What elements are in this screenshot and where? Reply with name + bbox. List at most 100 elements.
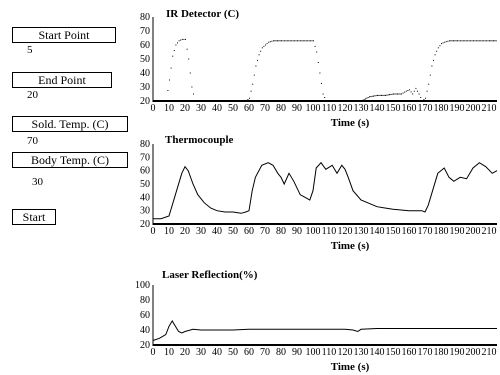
chart1-series-point [202,100,204,102]
chart1-series-point [157,100,159,102]
chart1-series-point [165,100,167,102]
start-point-label: Start Point [12,27,116,43]
chart2-y-tick-label: 20 [140,219,150,230]
chart1-y-tick-label: 70 [140,26,150,37]
sold-temp-value[interactable]: 70 [27,135,38,147]
chart1-series-point [375,95,377,97]
chart3-x-tick-label: 90 [292,347,302,358]
chart1-series-point [428,83,430,85]
chart1-series-point [207,100,209,102]
chart1-series-point [420,97,422,98]
chart1-series-point [158,100,160,102]
chart1-series-point [273,40,274,42]
chart1-series-point [218,100,220,102]
chart1-series-point [449,40,450,42]
start-button[interactable]: Start [12,209,56,225]
chart1-series-point [347,100,349,102]
end-point-value[interactable]: 20 [27,89,38,101]
chart1-series-point [337,100,338,102]
chart1-series-point [169,79,170,81]
chart1-series-point [282,40,284,42]
end-point-label: End Point [12,72,112,88]
chart1-series-point [235,100,237,102]
chart1-series-point [362,99,364,101]
chart2-title: Thermocouple [165,134,234,146]
chart1-series-point [263,45,265,47]
chart1-series-point [178,40,180,42]
chart3-y-tick-label: 100 [135,280,150,291]
chart1-series-point [222,100,224,102]
chart1-series-point [199,100,201,102]
chart2-x-tick-label: 140 [370,226,385,237]
chart1-series-point [286,40,288,42]
chart1-series-point [453,40,454,42]
chart3-x-tick-label: 60 [244,347,254,358]
chart1-series-point [226,100,228,102]
chart1-series-point [213,100,214,102]
chart2-x-tick-label: 60 [244,226,254,237]
body-temp-value[interactable]: 30 [32,176,43,188]
chart1-series-point [305,40,307,42]
chart1-series-point [473,40,474,42]
chart1-series-point [304,40,306,42]
chart1-series-point [357,100,358,102]
chart3-x-tick-label: 80 [276,347,286,358]
chart1-series-point [249,97,250,99]
chart3-x-tick-label: 50 [228,347,238,358]
chart1-series-point [490,40,492,42]
chart1-series-point [302,40,304,42]
chart1-series-point [310,40,312,42]
chart1-series-point [390,93,392,95]
chart1-series-point [462,40,464,42]
chart1-series-point [468,40,470,42]
chart1-series-point [277,40,278,42]
chart1-series-point [191,86,193,88]
chart1-series-point [399,93,401,95]
chart1-series-point [241,100,242,102]
chart2-x-tick-label: 190 [450,226,465,237]
chart3-y-tick-label: 60 [140,310,150,321]
chart1-series-point [209,100,210,102]
chart1-series-point [334,100,336,102]
chart1-series-point [458,40,460,42]
chart3-x-tick-label: 190 [450,347,465,358]
chart1-series-point [227,100,229,102]
chart1-series-point [410,91,412,93]
chart1-series-point [407,90,409,91]
chart1-series-point [279,40,281,42]
chart1-x-tick-label: 190 [450,103,465,114]
chart1-series-point [397,93,398,95]
chart1-series-point [437,47,439,49]
chart3-x-tick-label: 30 [196,347,206,358]
chart1-series-point [489,40,490,42]
chart2-x-tick-label: 80 [276,226,286,237]
chart3-x-tick-label: 100 [306,347,321,358]
chart1-series-point [405,90,407,92]
chart1-series-point [431,65,433,67]
start-point-value[interactable]: 5 [27,44,33,56]
chart1-series-point [215,100,217,102]
chart1-series-point [301,40,303,42]
chart1-y-tick-label: 20 [140,96,150,107]
chart1-x-tick-label: 10 [164,103,174,114]
chart3-y-tick-label: 80 [140,295,150,306]
chart1-series-point [480,40,482,42]
chart1-series-point [238,100,240,102]
chart1-title: IR Detector (C) [166,8,239,20]
chart1-series-point [308,40,310,42]
chart1-series-point [244,100,246,102]
chart1-series-point [205,100,206,102]
chart1-series-point [258,54,260,56]
chart2-x-tick-label: 70 [260,226,270,237]
chart1-series-point [322,93,324,95]
chart2-x-tick-label: 120 [338,226,353,237]
chart3-x-tick-label: 210 [482,347,497,358]
chart1-series-point [371,95,373,97]
chart1-series-point [247,99,249,101]
chart1-series-point [365,98,366,100]
chart1-series-point [229,100,230,102]
chart1-x-tick-label: 170 [418,103,433,114]
chart2-x-tick-label: 170 [418,226,433,237]
chart1-series-point [402,92,404,94]
chart1-series-point [285,40,287,42]
